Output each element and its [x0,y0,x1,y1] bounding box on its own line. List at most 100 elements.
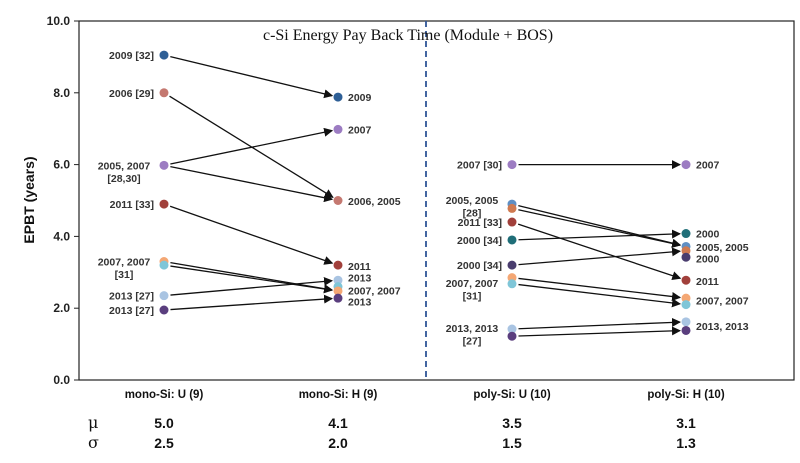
mean-value: 5.0 [154,415,174,431]
mean-value: 3.1 [676,415,696,431]
data-point [507,279,517,289]
data-point [507,260,517,270]
change-arrow [518,277,682,301]
change-arrow [518,229,682,241]
data-point [333,196,343,205]
data-point [681,300,691,310]
data-point [159,50,169,60]
data-point [681,325,691,335]
data-point [333,124,343,134]
stdev-value: 1.3 [676,435,696,451]
point-label: 2011 [696,276,719,288]
plot-frame [78,20,795,381]
data-point [333,286,343,296]
change-arrow [518,247,682,266]
data-point [159,291,169,301]
point-label: 2013 [348,297,372,309]
data-point [681,246,691,256]
data-point [333,275,343,285]
data-point [681,252,691,262]
category-label: poly-Si: H (10) [647,389,724,401]
point-label: [31] [115,269,134,281]
y-tick-label: 0.0 [53,373,70,387]
chart-title: c-Si Energy Pay Back Time (Module + BOS) [263,27,553,44]
data-point [681,160,691,170]
point-label: 2009 [32] [109,50,154,62]
data-point [681,229,691,239]
point-label: 2013, 2013 [446,323,499,335]
data-point [507,324,517,334]
point-label: 2006 [29] [109,88,154,100]
change-arrow [170,55,334,99]
change-arrow [518,283,682,308]
point-label: 2007 [348,124,372,136]
point-label: [28,30] [107,173,140,185]
change-arrow [170,165,334,203]
point-label: 2000 [34] [457,235,502,247]
point-label: [31] [463,291,482,303]
mean-value: 3.5 [502,415,522,431]
point-label: 2007 [696,160,720,172]
y-tick-label: 2.0 [53,301,70,315]
point-label: 2013, 2013 [696,321,749,333]
category-label: mono-Si: H (9) [299,389,378,401]
data-point [507,160,517,170]
change-arrow [518,209,682,248]
point-label: 2006, 2005 [348,196,401,208]
change-arrow [170,265,334,294]
data-point [333,92,343,102]
data-point [159,88,169,98]
point-label: 2005, 2005 [696,242,749,254]
point-label: 2009 [348,92,372,104]
data-point [333,260,343,270]
data-point [507,203,517,213]
y-tick-label: 8.0 [53,86,70,100]
data-point [159,305,169,315]
y-tick-label: 4.0 [53,229,70,243]
point-label: [27] [463,335,482,347]
point-label: 2005, 2005 [446,195,499,207]
data-point [681,317,691,327]
data-point [159,199,169,209]
data-point [159,260,169,270]
mu-symbol: μ [88,413,98,432]
y-tick-label: 10.0 [47,14,71,28]
point-label: 2007, 2007 [348,285,401,297]
change-arrow [518,204,682,248]
data-point [159,160,169,170]
y-tick-label: 6.0 [53,158,70,172]
point-label: 2000 [696,229,720,241]
point-label: [28] [463,207,482,219]
point-label: 2011 [33] [110,199,154,211]
point-label: 2000 [34] [457,260,502,272]
data-point [681,293,691,303]
data-point [507,331,517,341]
point-label: 2013 [27] [109,291,154,303]
point-label: 2013 [348,273,372,285]
stdev-value: 2.5 [154,435,174,451]
change-arrow [517,223,682,281]
point-label: 2013 [27] [109,305,154,317]
change-arrow [518,326,682,337]
change-arrow [170,261,334,294]
change-arrow [170,294,334,311]
mean-value: 4.1 [328,415,348,431]
data-point [681,275,691,285]
point-label: 2011 [348,261,371,273]
category-label: poly-Si: U (10) [473,389,550,401]
data-point [333,293,343,303]
category-label: mono-Si: U (9) [125,389,204,401]
point-label: 2005, 2007 [98,160,151,172]
y-axis-label: EPBT (years) [21,156,37,243]
change-arrow [170,276,334,296]
stdev-value: 1.5 [502,435,522,451]
point-label: 2007, 2007 [446,278,499,290]
point-label: 2000 [696,254,720,266]
sigma-symbol: σ [88,433,99,452]
change-arrow [518,317,682,330]
data-point [507,217,517,227]
point-label: 2007 [30] [457,160,502,172]
change-arrow [170,127,334,165]
